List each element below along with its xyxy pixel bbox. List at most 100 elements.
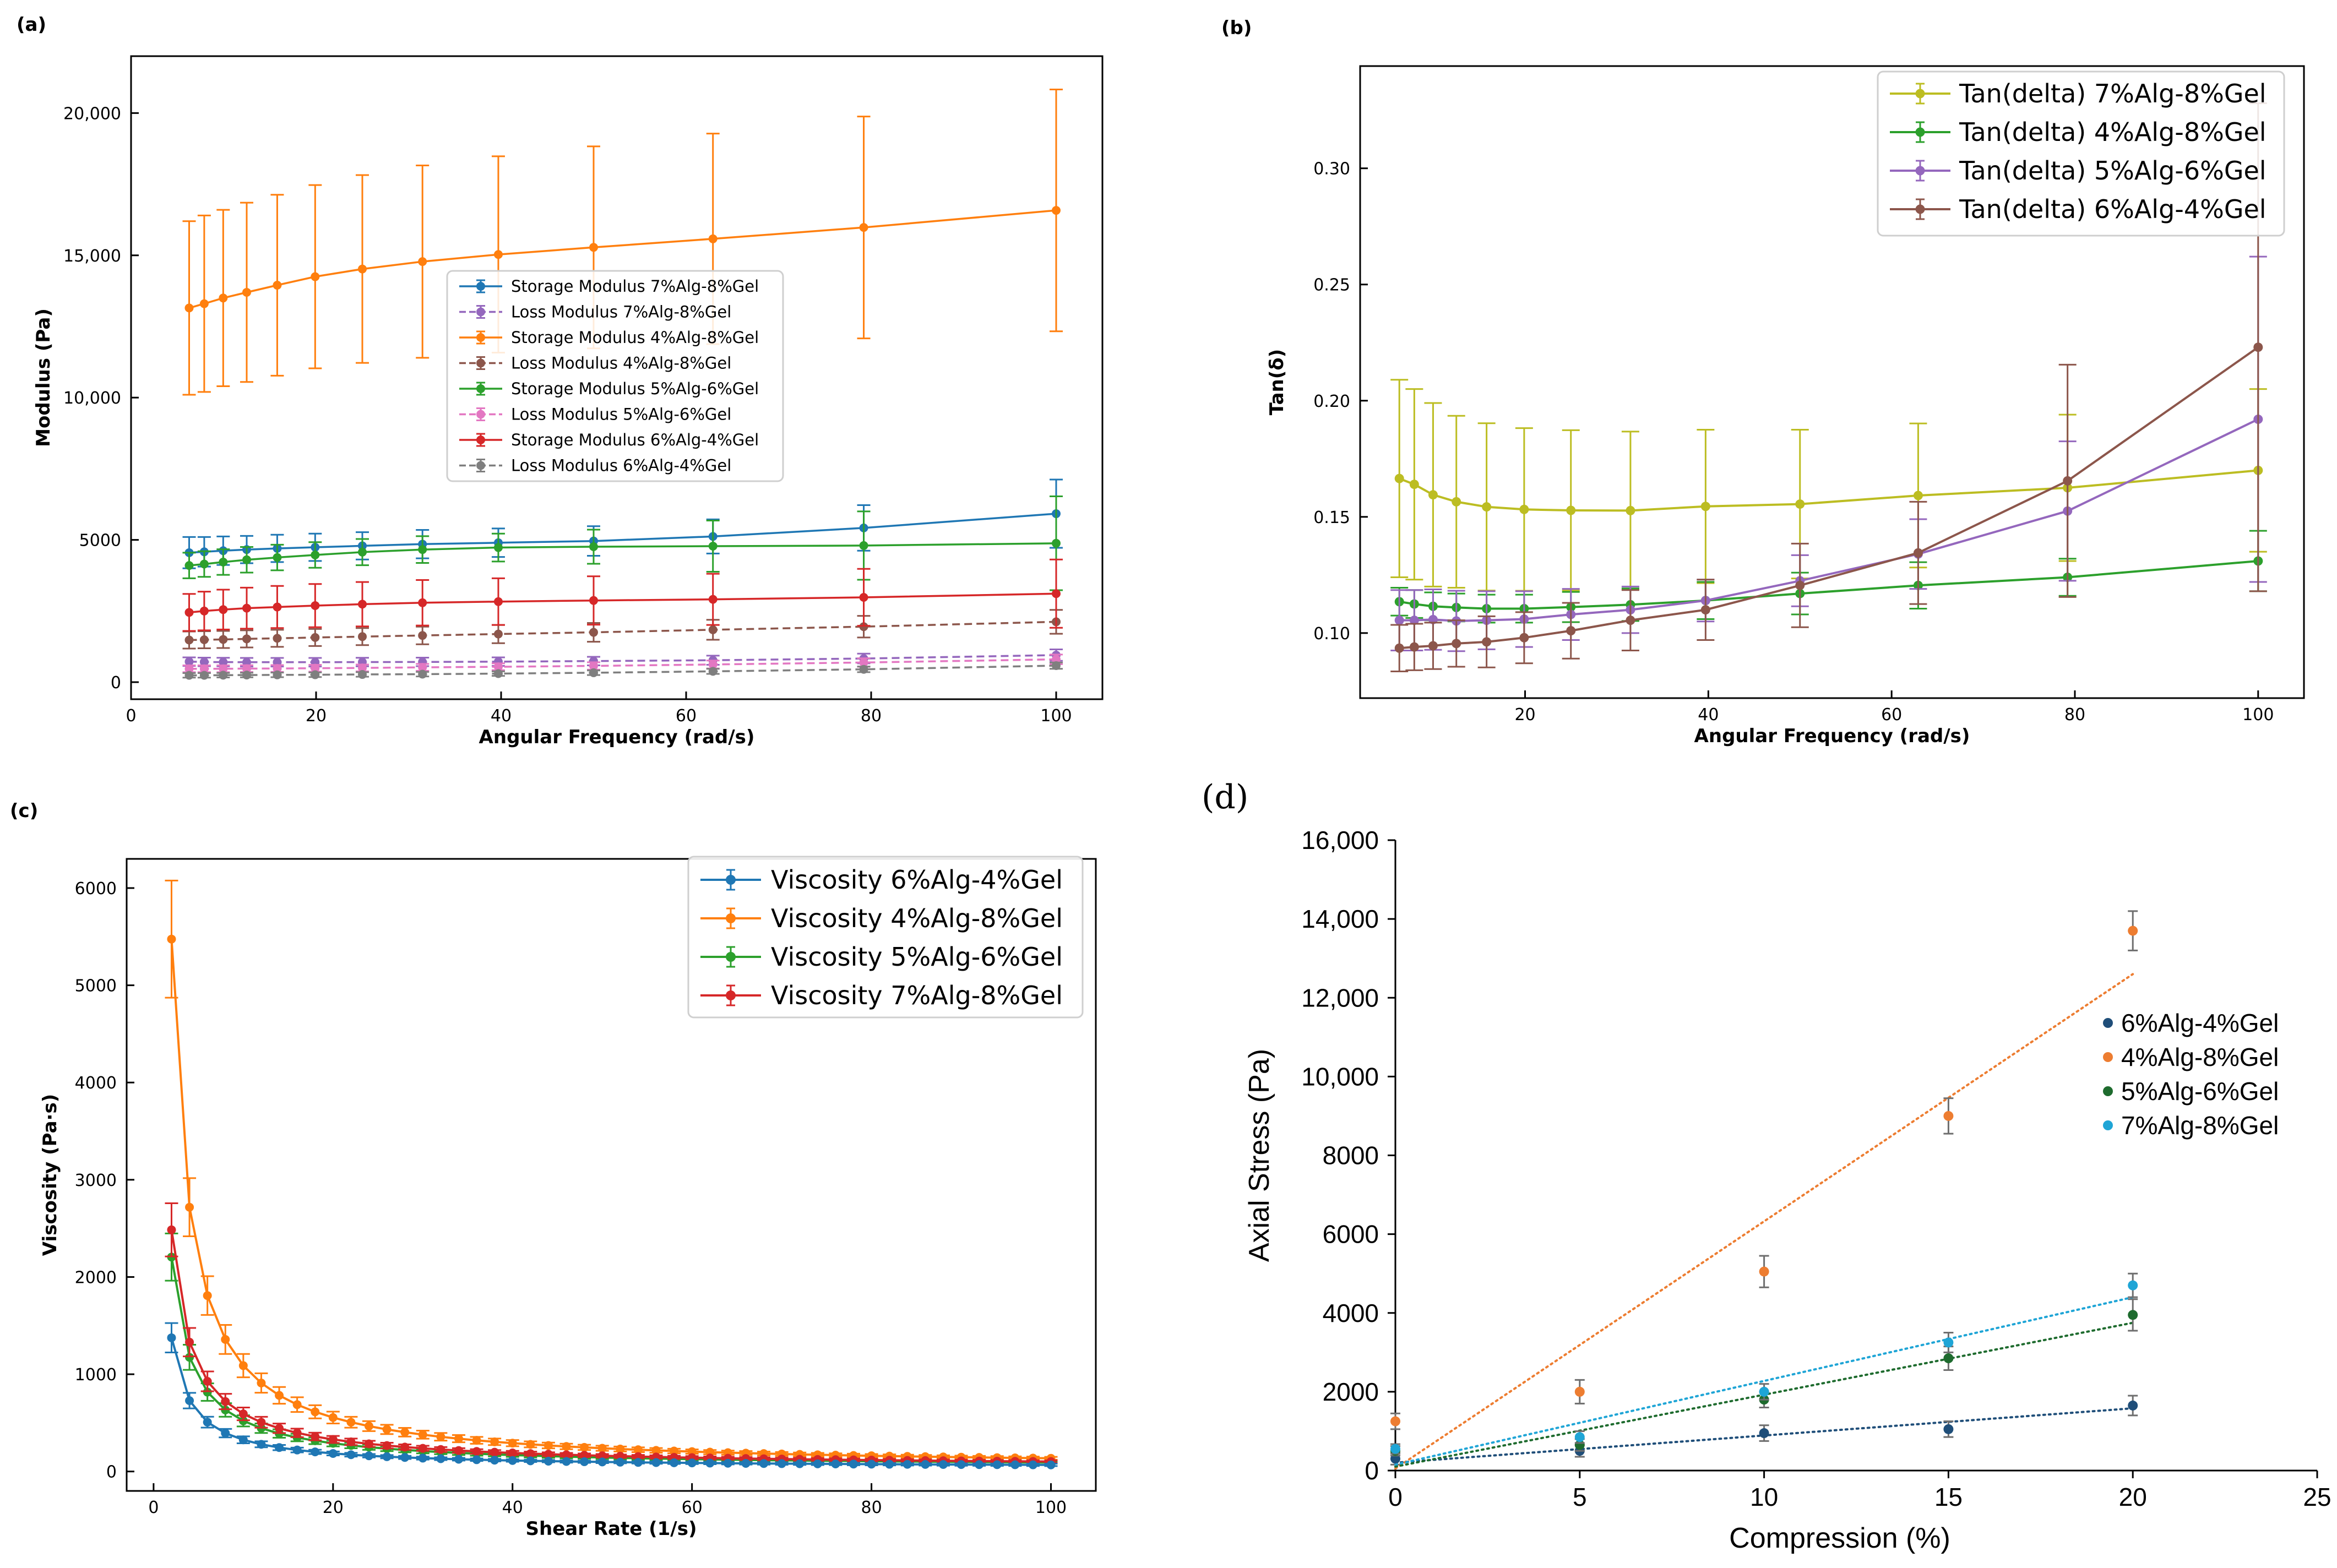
panel-a-loss-modulus-6-alg-4-gel-point [273, 670, 282, 679]
panel-b-label: (b) [1221, 17, 1252, 39]
panel-a-loss-modulus-6-alg-4-gel-point [242, 671, 251, 680]
panel-b-y-tick-label: 0.20 [1313, 392, 1350, 411]
panel-c-viscosity-5-alg-6-gel-point [203, 1387, 212, 1397]
panel-d-legend-marker [2103, 1018, 2113, 1028]
panel-d-y-tick-label: 2000 [1323, 1378, 1379, 1406]
panel-a-storage-modulus-5-alg-6-gel-point [493, 543, 503, 552]
panel-c-viscosity-4-alg-8-gel-point [400, 1428, 410, 1437]
panel-c-viscosity-5-alg-6-gel-line [170, 1256, 1051, 1464]
panel-b-legend-swatch-marker [1915, 204, 1925, 214]
panel-c-label: (c) [10, 800, 38, 822]
panel-a-loss-modulus-6-alg-4-gel-point [199, 671, 209, 680]
panel-c-viscosity-4-alg-8-gel-point [292, 1400, 302, 1409]
panel-c-viscosity-4-alg-8-gel-point [221, 1335, 230, 1344]
panel-a-storage-modulus-5-alg-6-gel-point [219, 557, 228, 567]
panel-c-viscosity-4-alg-8-gel-point [257, 1379, 266, 1388]
panel-c-viscosity-7-alg-8-gel-point [238, 1409, 248, 1419]
panel-a-storage-modulus-5-alg-6-gel-point [708, 541, 718, 551]
panel-a-loss-modulus-4-alg-8-gel-point [199, 635, 209, 644]
panel-d-7-alg-8-gel-point [1943, 1337, 1954, 1348]
panel-c-viscosity-7-alg-8-gel-point [400, 1442, 410, 1452]
panel-d-legend: 6%Alg-4%Gel 4%Alg-8%Gel 5%Alg-6%Gel 7%Alg-8… [2103, 1009, 2279, 1140]
panel-a-loss-modulus-6-alg-4-gel-point [493, 669, 503, 678]
panel-c-x-tick-label: 80 [861, 1498, 882, 1517]
panel-b-legend-box [1877, 70, 2285, 237]
panel-a: (a) 0 20 40 60 80 100 0 5000 10,000 15,000 20,000 An… [17, 14, 1104, 748]
panel-c-viscosity-7-alg-8-gel-point [418, 1444, 427, 1453]
panel-b-tan-delta-6-alg-4-gel-point [1700, 605, 1710, 615]
panel-c-viscosity-4-alg-8-gel-point [526, 1440, 535, 1449]
panel-a-legend-label: Loss Modulus 7%Alg-8%Gel [511, 303, 731, 322]
panel-a-legend-swatch-marker [476, 358, 485, 368]
panel-c-viscosity-4-alg-8-gel-point [436, 1432, 445, 1441]
panel-c-legend-swatch-marker [726, 913, 736, 923]
panel-a-x-tick-label: 40 [491, 706, 512, 726]
panel-a-storage-modulus-5-alg-6-gel-point [184, 561, 194, 570]
panel-c-viscosity-7-alg-8-gel-point [346, 1437, 356, 1446]
panel-a-y-axis-title: Modulus (Pa) [32, 308, 55, 447]
panel-d-x-tick-label: 15 [1934, 1483, 1963, 1511]
panel-a-y-tick-label: 15,000 [63, 247, 121, 266]
panel-c-viscosity-4-alg-8-gel-point [365, 1422, 373, 1431]
panel-c-viscosity-6-alg-4-gel-point [275, 1443, 284, 1452]
panel-c-viscosity-7-alg-8-gel-point [597, 1451, 607, 1461]
panel-c-legend-item: Viscosity 5%Alg-6%Gel [700, 942, 1063, 972]
panel-c-legend-box [687, 856, 1084, 1019]
panel-c-viscosity-7-alg-8-gel-point [490, 1447, 499, 1457]
panel-c-viscosity-7-alg-8-gel-point [544, 1450, 553, 1459]
panel-a-legend-item: Loss Modulus 7%Alg-8%Gel [459, 303, 731, 322]
panel-b-tan-delta-7-alg-8-gel-point [1626, 505, 1635, 515]
panel-c-viscosity-4-alg-8-gel-point [454, 1434, 463, 1444]
panel-a-loss-modulus-6-alg-4-gel-point [589, 668, 598, 677]
panel-a-loss-modulus-6-alg-4-gel-point [184, 671, 194, 680]
panel-b-legend-item: Tan(delta) 5%Alg-6%Gel [1890, 156, 2267, 186]
panel-c-viscosity-6-alg-4-gel-line [170, 1337, 1051, 1466]
panel-a-storage-modulus-4-alg-8-gel-point [273, 281, 282, 290]
panel-d-4-alg-8-gel-point [2128, 925, 2138, 936]
panel-b: (b) 20 40 60 80 100 0.10 0.15 0.20 0.25 0.30 Angula… [1221, 17, 2305, 747]
panel-c-viscosity-4-alg-8-gel-point [687, 1447, 697, 1456]
panel-c-viscosity-4-alg-8-gel-point [382, 1425, 392, 1434]
panel-c-viscosity-7-alg-8-gel-point [508, 1449, 517, 1458]
panel-c-legend-label: Viscosity 5%Alg-6%Gel [771, 942, 1063, 972]
panel-c-viscosity-6-alg-4-gel-point [203, 1418, 212, 1427]
panel-c-viscosity-7-alg-8-gel-point [526, 1449, 535, 1458]
panel-c-viscosity-4-alg-8-gel-point [346, 1418, 356, 1427]
panel-d-y-tick-label: 10,000 [1301, 1062, 1379, 1091]
panel-b-tan-delta-7-alg-8-gel-point [1428, 490, 1438, 500]
panel-c-legend-label: Viscosity 4%Alg-8%Gel [771, 903, 1063, 933]
panel-b-tan-delta-6-alg-4-gel-point [1428, 641, 1438, 651]
panel-a-legend-item: Loss Modulus 5%Alg-6%Gel [459, 405, 731, 424]
panel-a-loss-modulus-4-alg-8-gel-point [219, 635, 228, 644]
panel-d-y-tick-label: 8000 [1323, 1141, 1379, 1170]
panel-d-4-alg-8-gel-point [1759, 1266, 1769, 1277]
panel-c-viscosity-6-alg-4-gel-point [813, 1459, 822, 1468]
panel-b-x-tick-label: 100 [2242, 705, 2274, 725]
panel-d-x-tick-label: 10 [1750, 1483, 1778, 1511]
panel-b-tan-delta-7-alg-8-gel-point [1795, 499, 1805, 509]
panel-a-loss-modulus-5-alg-6-gel-point [493, 662, 503, 672]
panel-c-viscosity-6-alg-4-gel-point [867, 1460, 876, 1469]
panel-a-legend-label: Storage Modulus 4%Alg-8%Gel [511, 328, 759, 347]
panel-b-x-tick-label: 40 [1698, 705, 1719, 725]
panel-c-viscosity-7-alg-8-gel-point [221, 1397, 230, 1406]
panel-c-viscosity-6-alg-4-gel-point [544, 1456, 553, 1466]
panel-c-viscosity-7-alg-8-gel-point [328, 1435, 338, 1444]
panel-b-legend-swatch-marker [1915, 166, 1925, 176]
panel-a-legend-item: Storage Modulus 6%Alg-4%Gel [459, 431, 759, 449]
panel-b-legend-item: Tan(delta) 7%Alg-8%Gel [1890, 79, 2267, 108]
panel-a-loss-modulus-5-alg-6-gel-point [708, 660, 718, 669]
panel-d-6-alg-4-gel-series [1390, 1395, 2138, 1466]
panel-c-viscosity-4-alg-8-gel-point [651, 1446, 661, 1455]
panel-b-y-axis-title: Tan(δ) [1266, 349, 1288, 415]
panel-a-loss-modulus-4-alg-8-gel-point [358, 632, 367, 641]
panel-b-legend: Tan(delta) 7%Alg-8%Gel Tan(delta) 4%Alg-8… [1877, 70, 2285, 237]
panel-a-storage-modulus-6-alg-4-gel-line [189, 592, 1057, 614]
panel-d-legend-label: 6%Alg-4%Gel [2121, 1009, 2279, 1037]
panel-a-legend-item: Loss Modulus 6%Alg-4%Gel [459, 456, 731, 475]
panel-a-storage-modulus-6-alg-4-gel-point [493, 597, 503, 606]
panel-a-legend-item: Storage Modulus 7%Alg-8%Gel [459, 277, 759, 296]
panel-c-viscosity-6-alg-4-gel-point [921, 1460, 930, 1469]
panel-c-viscosity-6-alg-4-gel-point [508, 1456, 517, 1465]
panel-b-y-tick-label: 0.25 [1313, 276, 1350, 295]
